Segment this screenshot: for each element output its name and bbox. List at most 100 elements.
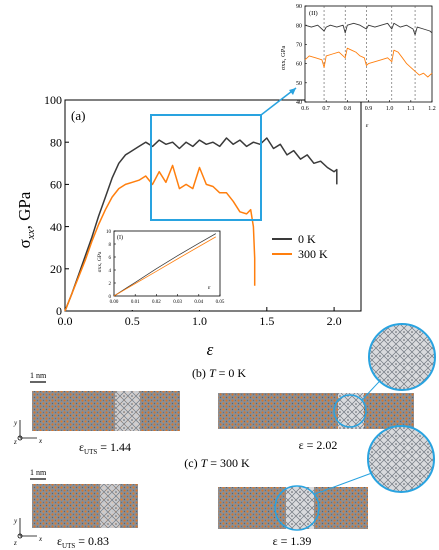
- zoom-lens-b-small: [333, 394, 367, 428]
- axis-x-label-c: x: [38, 535, 43, 543]
- inset-II-frame: [304, 5, 433, 103]
- y-tick-label: 40: [296, 100, 302, 106]
- series-line-0k: [64, 137, 338, 312]
- y-tick-label: 6: [109, 256, 112, 261]
- x-tick-label: 1.5: [259, 314, 274, 328]
- panel-c-title: (c) T = 300 K: [184, 456, 250, 470]
- panel-b-right-strain: ε = 2.02: [299, 438, 338, 452]
- inset-I-label: (I): [117, 234, 123, 241]
- y-tick-label: 0: [56, 304, 62, 318]
- x-tick-label: 1.2: [428, 106, 436, 112]
- x-tick-label: 0.04: [194, 300, 203, 305]
- main-x-axis-label: ε: [207, 340, 214, 359]
- y-tick-label: 80: [50, 135, 62, 149]
- x-tick-label: 1.0: [386, 106, 394, 112]
- panel-b-left-strain: εUTS = 1.44: [79, 440, 131, 456]
- ribbon-b-left-neck: [115, 391, 140, 431]
- x-tick-label: 0.03: [173, 300, 182, 305]
- y-tick-label: 90: [296, 4, 302, 10]
- axis-x-label-b: x: [38, 437, 43, 445]
- inset-II-label: (II): [309, 10, 318, 17]
- x-tick-label: 1.0: [192, 314, 207, 328]
- axes-triad-b: y z x: [13, 419, 43, 446]
- series-line-0k: [113, 233, 216, 297]
- axis-y-label-c: y: [13, 517, 18, 525]
- inset-I-series: [113, 233, 216, 297]
- y-tick-label: 100: [44, 93, 62, 107]
- x-tick-label: 0.5: [125, 314, 140, 328]
- y-tick-label: 60: [50, 178, 62, 192]
- zoom-lens-c-large: [367, 425, 435, 493]
- y-tick-label: 10: [106, 230, 112, 235]
- axis-y-label-b: y: [13, 419, 18, 427]
- panel-b-title: (b) T = 0 K: [192, 366, 246, 380]
- x-tick-label: 2.0: [327, 314, 342, 328]
- inset-I-frame: [113, 230, 221, 297]
- ribbon-b-left: [32, 391, 180, 431]
- zoom-arrowhead: [289, 88, 296, 95]
- y-tick-label: 80: [296, 23, 302, 29]
- axes-triad-c: y z x: [13, 517, 43, 547]
- x-tick-label: 0.9: [365, 106, 373, 112]
- inset-I-x-label: ε: [208, 285, 211, 291]
- x-tick-label: 0.02: [152, 300, 161, 305]
- panel-b: (b) T = 0 K 1 nm y z x εUTS = 1.44 ε = 2…: [13, 323, 436, 456]
- series-line-300k: [304, 47, 433, 78]
- legend-label-300k: 300 K: [298, 247, 328, 261]
- inset-I-ticks: 0.00 0.01 0.02 0.03 0.04 0.05 0 2 4 6 8 10: [106, 230, 225, 305]
- inset-II-y-label: σxx, GPa: [280, 46, 287, 71]
- zoom-lens-c-link: [314, 469, 381, 495]
- panel-c: (c) T = 300 K 1 nm y z x εUTS = 0.83 ε =…: [13, 425, 435, 550]
- inset-II-series: [304, 6, 433, 102]
- zoom-lens-c-small: [274, 485, 320, 531]
- x-tick-label: 0.6: [301, 106, 309, 112]
- ribbon-c-right-break: [286, 487, 314, 529]
- series-line-300k: [113, 236, 216, 297]
- x-tick-label: 0.0: [58, 314, 73, 328]
- main-plot-frame: [64, 99, 362, 312]
- y-tick-label: 50: [296, 81, 302, 87]
- zoom-connector: [260, 87, 297, 116]
- axis-z-label-c: z: [13, 539, 17, 547]
- inset-I-y-label: σxx, GPa: [97, 251, 103, 272]
- y-tick-label: 40: [50, 220, 62, 234]
- ribbon-c-left: [32, 484, 138, 528]
- y-tick-label: 2: [109, 282, 112, 287]
- zoom-lens-b-large: [368, 323, 436, 391]
- inset-II-x-label: ε: [366, 122, 369, 129]
- y-tick-label: 4: [109, 269, 112, 274]
- series-line-300k: [64, 164, 256, 312]
- inset-II: 0.6 0.7 0.8 0.9 1.0 1.1 1.2 40 50 60 70 80 90 (II) σ…: [280, 4, 436, 129]
- highlight-box: [150, 114, 262, 221]
- main-series: [64, 137, 338, 312]
- panel-c-right-strain: ε = 1.39: [273, 534, 312, 548]
- x-tick-label: 0.01: [131, 300, 140, 305]
- panel-a-label: (a): [71, 108, 85, 123]
- scale-bar-b-label: 1 nm: [30, 371, 47, 380]
- panel-c-left-strain: εUTS = 0.83: [57, 534, 109, 550]
- inset-I: 0.00 0.01 0.02 0.03 0.04 0.05 0 2 4 6 8 10 (I) σxx,…: [97, 230, 228, 310]
- legend: 0 K 300 K: [272, 232, 328, 261]
- ribbon-b-right: [218, 393, 414, 429]
- series-line-0k: [304, 22, 433, 36]
- ribbon-c-left-neck: [100, 484, 120, 528]
- x-tick-label: 0.05: [216, 300, 225, 305]
- axis-z-label-b: z: [13, 438, 17, 446]
- main-y-axis-label: σxx, GPa: [15, 191, 37, 248]
- y-tick-label: 0: [109, 295, 112, 300]
- y-tick-label: 70: [296, 43, 302, 49]
- y-tick-label: 60: [296, 62, 302, 68]
- inset-II-ticks: 0.6 0.7 0.8 0.9 1.0 1.1 1.2 40 50 60 70 80 90: [296, 4, 436, 112]
- x-tick-label: 1.1: [407, 106, 415, 112]
- scale-bar-c-label: 1 nm: [30, 468, 47, 477]
- x-tick-label: 0.7: [322, 106, 330, 112]
- legend-label-0k: 0 K: [298, 232, 316, 246]
- y-tick-label: 20: [50, 262, 62, 276]
- y-tick-label: 8: [109, 243, 112, 248]
- x-tick-label: 0.00: [110, 300, 119, 305]
- x-tick-label: 0.8: [344, 106, 352, 112]
